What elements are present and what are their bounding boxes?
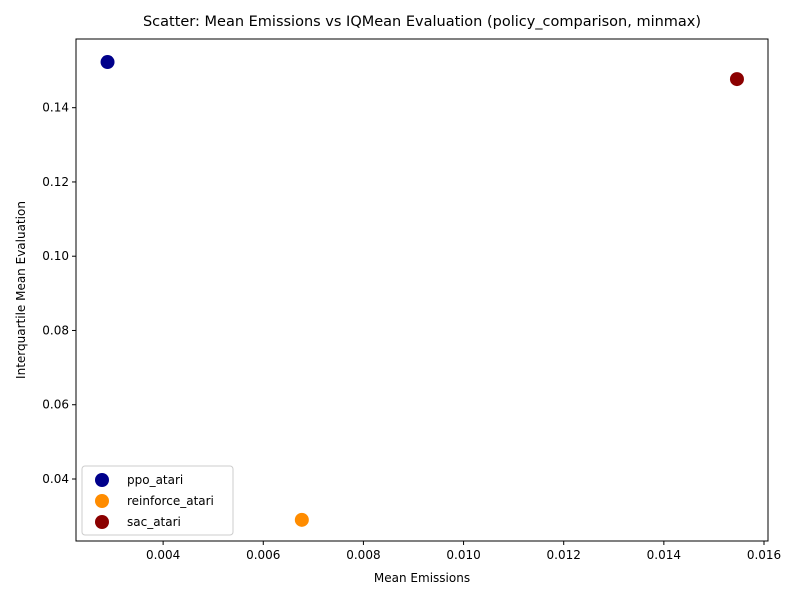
x-tick-label: 0.006 xyxy=(246,548,280,562)
legend-marker-sac-atari xyxy=(95,515,109,529)
x-tick-label: 0.016 xyxy=(747,548,781,562)
plot-area xyxy=(76,39,768,541)
legend-marker-ppo-atari xyxy=(95,473,109,487)
y-tick-label: 0.08 xyxy=(42,323,69,337)
x-tick-label: 0.004 xyxy=(146,548,180,562)
legend-label: sac_atari xyxy=(127,515,181,529)
y-tick-label: 0.14 xyxy=(42,101,69,115)
x-axis: 0.004 0.006 0.008 0.010 0.012 0.014 0.016 xyxy=(146,541,781,562)
data-points xyxy=(100,55,744,527)
x-tick-label: 0.012 xyxy=(547,548,581,562)
legend-marker-reinforce-atari xyxy=(95,494,109,508)
chart-title: Scatter: Mean Emissions vs IQMean Evalua… xyxy=(143,14,701,30)
plot-border xyxy=(75,38,769,542)
y-tick-label: 0.06 xyxy=(42,398,69,412)
data-point-ppo-atari xyxy=(100,55,115,70)
data-point-sac-atari xyxy=(729,72,744,87)
y-tick-label: 0.04 xyxy=(42,472,69,486)
legend-label: ppo_atari xyxy=(127,473,183,487)
x-axis-label: Mean Emissions xyxy=(374,571,470,585)
x-tick-label: 0.010 xyxy=(446,548,480,562)
x-tick-label: 0.008 xyxy=(346,548,380,562)
legend: ppo_atari reinforce_atari sac_atari xyxy=(81,465,234,536)
data-point-reinforce-atari xyxy=(294,512,309,527)
y-tick-label: 0.10 xyxy=(42,249,69,263)
legend-label: reinforce_atari xyxy=(127,494,214,508)
legend-box xyxy=(81,465,234,536)
x-tick-label: 0.014 xyxy=(647,548,681,562)
y-axis: 0.04 0.06 0.08 0.10 0.12 0.14 xyxy=(42,101,76,486)
y-axis-label: Interquartile Mean Evaluation xyxy=(14,201,28,379)
y-tick-label: 0.12 xyxy=(42,175,69,189)
